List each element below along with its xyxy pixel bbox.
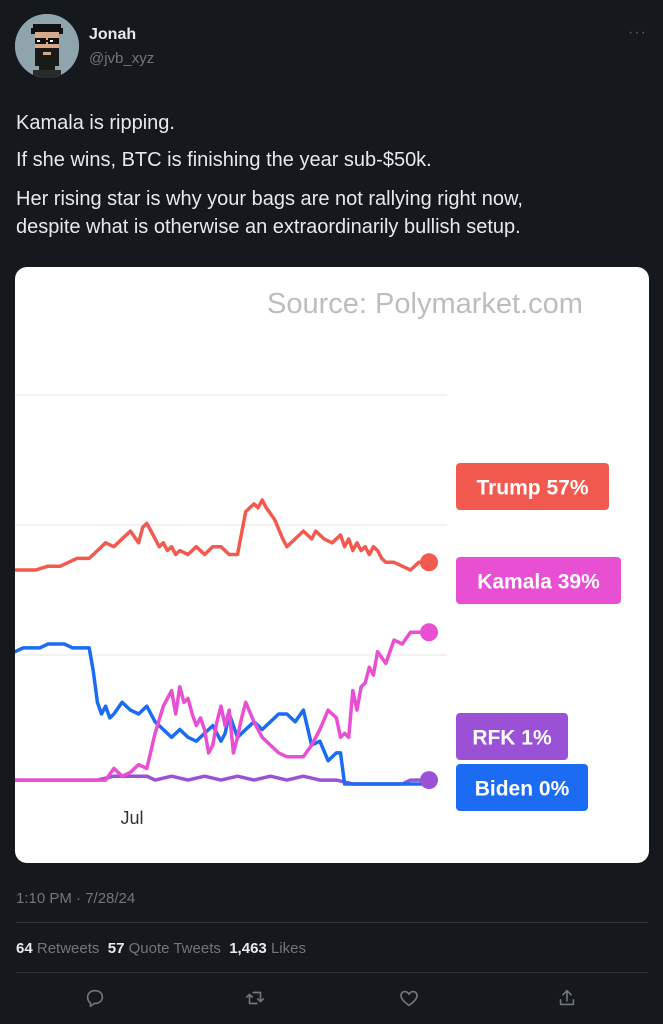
series-line-trump	[15, 498, 429, 572]
tweet-stats: 64 Retweets 57 Quote Tweets 1,463 Likes	[16, 940, 306, 957]
avatar[interactable]	[15, 14, 79, 78]
legend-label-rfk: RFK 1%	[472, 727, 552, 750]
chart-series-dots	[420, 553, 438, 790]
chart-legend: Trump 57% Kamala 39% RFK 1% Biden 0%	[456, 463, 621, 811]
retweet-icon[interactable]	[244, 987, 266, 1009]
retweets-count: 64	[16, 940, 33, 957]
punk-avatar-icon	[15, 14, 79, 78]
chart-gridlines	[15, 394, 447, 656]
series-end-dot-rfk	[420, 771, 438, 790]
series-end-dot-kamala	[420, 623, 438, 642]
series-end-dot-trump	[420, 553, 438, 572]
retweets-stat[interactable]: 64 Retweets	[16, 940, 99, 957]
display-name[interactable]: Jonah	[89, 26, 137, 43]
likes-count: 1,463	[229, 940, 267, 957]
like-icon[interactable]	[398, 987, 420, 1009]
tweet-text-line-3: Her rising star is why your bags are not…	[16, 188, 523, 210]
tweet-timestamp[interactable]: 1:10 PM · 7/28/24	[16, 890, 136, 907]
reply-icon[interactable]	[84, 987, 106, 1009]
legend-label-kamala: Kamala 39%	[477, 571, 600, 594]
legend-box-rfk	[456, 713, 568, 760]
user-handle[interactable]: @jvb_xyz	[89, 50, 155, 67]
tweet-text-line-1: Kamala is ripping.	[16, 112, 175, 134]
divider	[16, 972, 648, 973]
chart-series-lines	[15, 498, 429, 786]
quotes-count: 57	[107, 940, 125, 957]
likes-label: Likes	[270, 940, 306, 957]
tweet-text-line-2: If she wins, BTC is finishing the year s…	[16, 149, 432, 171]
chart-source-annotation: Source: Polymarket.com	[267, 288, 583, 320]
more-options-icon[interactable]: ···	[628, 24, 647, 41]
retweets-label: Retweets	[36, 940, 100, 957]
tweet-text-line-4: despite what is otherwise an extraordina…	[16, 216, 521, 238]
legend-box-trump	[456, 463, 609, 510]
x-tick-label: Jul	[120, 808, 143, 828]
quotes-stat[interactable]: 57 Quote Tweets	[108, 940, 221, 957]
series-line-biden	[15, 642, 429, 786]
likes-stat[interactable]: 1,463 Likes	[229, 940, 306, 957]
polymarket-chart: Source: Polymarket.com Trump 57% Kamala 3…	[15, 288, 621, 828]
legend-box-kamala	[456, 557, 621, 604]
legend-label-biden: Biden 0%	[475, 778, 570, 801]
legend-box-biden	[456, 764, 588, 811]
series-line-kamala	[15, 630, 429, 782]
divider	[16, 922, 648, 923]
chart-image[interactable]: Source: Polymarket.com Trump 57% Kamala 3…	[15, 267, 649, 863]
legend-label-trump: Trump 57%	[476, 477, 588, 500]
quotes-label: Quote Tweets	[128, 940, 221, 957]
share-icon[interactable]	[556, 987, 578, 1009]
